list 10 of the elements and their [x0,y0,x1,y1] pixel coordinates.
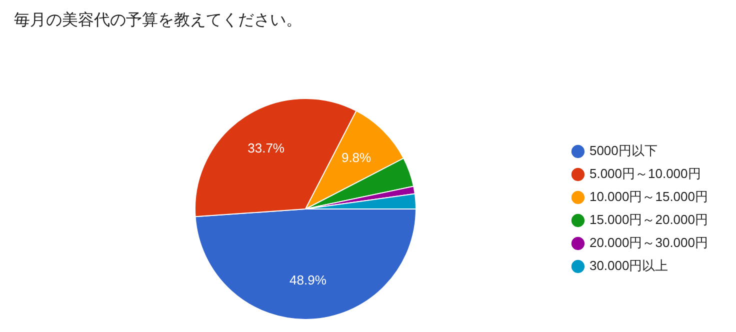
legend-label: 20.000円～30.000円 [589,235,708,250]
legend-label: 5000円以下 [589,143,658,158]
data-label: 48.9% [290,272,327,288]
legend-label: 10.000円～15.000円 [589,189,708,204]
legend-label: 30.000円以上 [589,258,668,274]
data-label: 9.8% [341,150,372,165]
legend-label: 5.000円～10.000円 [589,166,701,182]
legend-label: 15.000円～20.000円 [589,212,708,228]
chart-title: 毎月の美容代の予算を教えてください。 [14,10,302,31]
data-label: 33.7% [248,140,285,156]
